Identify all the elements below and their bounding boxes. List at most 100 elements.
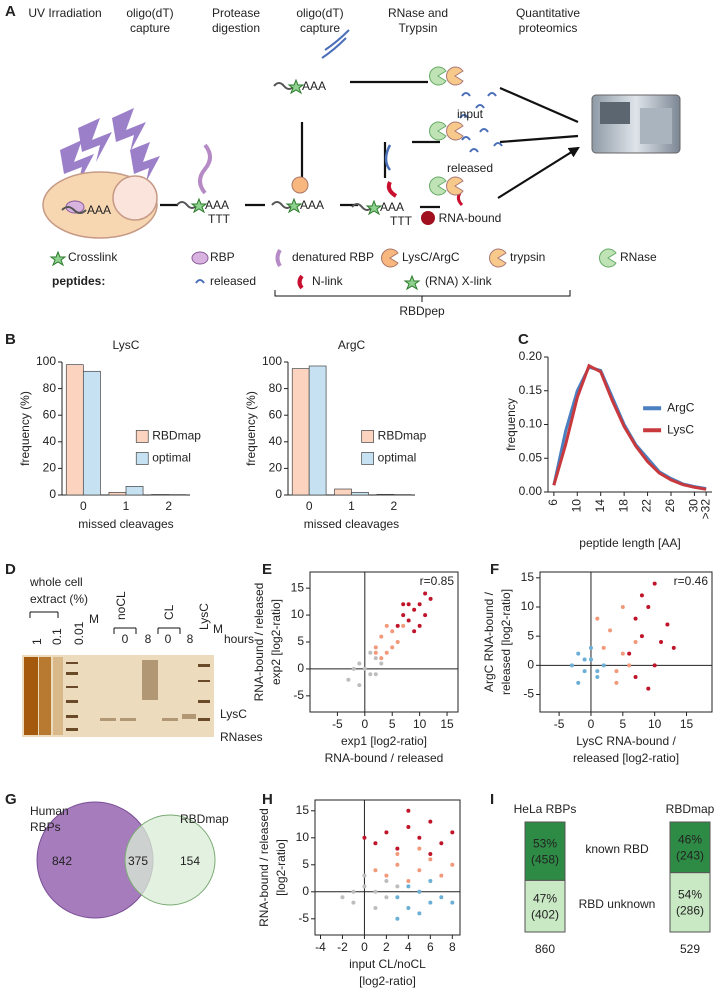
y-axis-label: frequency (%) [18,391,32,466]
venn-set [124,814,216,906]
legend-label: RBP [210,250,235,264]
x-tick-label: -2 [337,940,348,954]
point [384,895,389,900]
point [368,672,373,677]
lane-label: 8 [187,632,194,646]
x-axis-label: missed cleavages [304,517,399,531]
point [346,677,351,682]
legend-label: LysC/ArgC [402,250,460,264]
bar [351,491,369,496]
x-tick-label: 5 [389,717,396,731]
x-axis-label: exp1 [log2-ratio] [341,734,427,748]
legend-label: LysC [667,422,694,436]
point [384,650,389,655]
panel-a-art [42,29,681,302]
point [357,661,362,666]
y-tick-label: 15 [521,570,535,584]
x-axis-label: [log2-ratio] [359,974,416,988]
point [450,830,455,835]
chart-title: LysC [113,338,140,352]
step-title: proteomics [519,21,578,35]
y-tick-label: 0.20 [519,349,543,363]
x-tick-label: 1 [123,499,130,513]
x-tick-label: 0 [306,499,313,513]
count-label: (243) [676,848,704,862]
x-tick-label: -4 [315,940,326,954]
count-label: (402) [531,907,559,921]
venn-count: 842 [52,854,72,868]
legend-heading: peptides: [52,274,105,288]
point [417,889,422,894]
x-axis-label: missed cleavages [78,517,173,531]
point [406,879,411,883]
point [614,680,619,685]
point [395,862,400,867]
y-axis-label: frequency [504,398,518,451]
category-label: RBDmap [666,802,715,816]
rna-strand [273,82,295,90]
poly-a: AAA [380,200,404,214]
point [351,889,356,894]
lane-label: M [213,622,223,636]
point [395,623,400,628]
point [406,808,411,813]
panel-label: C [518,331,529,348]
x-tick-label: 4 [405,940,412,954]
x-axis-label: RNA-bound / released [325,751,444,765]
point [401,623,406,628]
gel [22,611,214,737]
point [406,906,411,910]
value-label: 54% [678,887,702,901]
y-tick-label: 0 [275,487,282,501]
point [351,666,356,671]
venn-label: RBPs [30,820,61,834]
y-tick-label: 15 [291,580,305,594]
bar-segment [669,872,711,933]
y-axis-label: ArgC RNA-bound / [482,591,496,692]
point [627,651,632,656]
point [576,651,581,656]
legend-label: trypsin [510,250,545,264]
x-axis-label: peptide length [AA] [579,536,680,550]
point [576,680,581,685]
y-tick-label: 80 [269,381,283,395]
venn-label: Human [30,804,69,818]
y-tick-label: 0 [302,884,309,898]
point [428,596,433,601]
point [379,661,384,666]
point [423,613,428,618]
point [362,873,367,878]
gel-label: extract (%) [30,592,88,606]
point [362,835,367,840]
y-tick-label: 10 [291,607,305,621]
y-tick-label: -5 [523,687,534,701]
y-axis-label: released [log2-ratio] [499,589,513,695]
point [633,675,638,679]
crosslink [285,197,303,214]
lane-label: LysC [197,603,211,630]
y-tick-label: 0.15 [519,383,543,397]
panel-label: A [5,3,16,20]
point [390,645,395,650]
point [417,868,422,873]
step-title: RNase and [388,6,448,20]
rna-strand [271,201,293,209]
point [412,629,417,634]
fraction-label: RNA-bound [439,211,502,225]
lane-label: 0.1 [50,628,64,645]
x-tick-label: 10 [648,717,662,731]
y-tick-label: -5 [298,911,309,925]
bar-segment [669,821,711,874]
point [595,616,600,621]
point [401,613,406,618]
point [373,841,378,846]
point [627,663,632,668]
point [384,873,389,878]
crosslink [190,197,208,214]
y-axis-label: frequency (%) [244,391,258,466]
band-label: RNases [220,730,263,744]
point [588,657,593,662]
point [395,916,400,921]
point [373,645,378,650]
